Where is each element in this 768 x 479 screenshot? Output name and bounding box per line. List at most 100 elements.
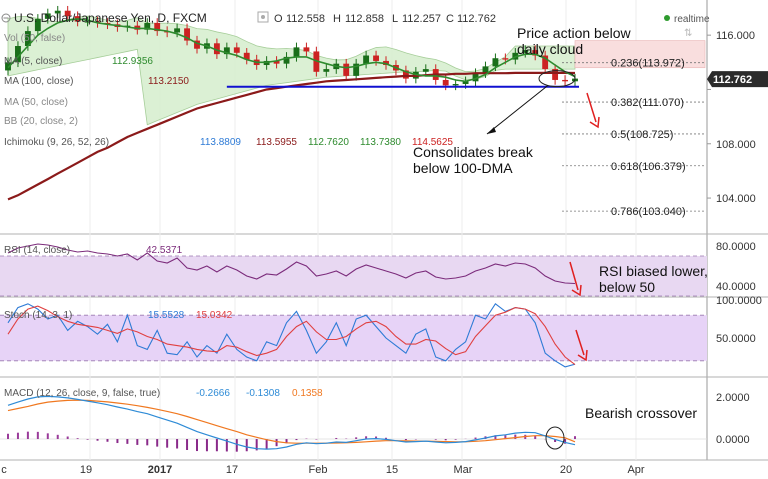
legend-rsi[interactable]: RSI (14, close)	[4, 245, 70, 256]
consolidation-circle	[538, 70, 576, 88]
rsi-panel	[0, 243, 707, 297]
note-macd: Bearish crossover	[585, 405, 697, 421]
candle-body-14	[144, 22, 151, 30]
price-badge	[707, 71, 768, 88]
symbol-title: U.S. Dollar/Japanese Yen, D, FXCM	[14, 11, 207, 25]
candle-body-46	[462, 81, 469, 85]
price-down-arrow-head	[589, 116, 600, 129]
ohlc-high-label: H	[333, 13, 341, 25]
note-dma: Consolidates break below 100-DMA	[413, 144, 534, 176]
candle-body-8	[84, 21, 91, 23]
candle-body-22	[223, 47, 230, 55]
candle-body-48	[482, 66, 489, 74]
time-tick-label-5: 15	[386, 464, 398, 476]
candle-body-56	[562, 79, 568, 82]
legend-ma100[interactable]: MA (100, close)	[4, 76, 73, 87]
axis-labels: 112.762 116.000 108.000 104.000 80.0000 40.00…	[1, 30, 768, 476]
stoch-panel	[0, 303, 707, 368]
candle-body-44	[442, 79, 449, 86]
stoch-down-arrow-head	[577, 349, 588, 362]
candle-body-21	[213, 43, 220, 55]
legend-macd[interactable]: MACD (12, 26, close, 9, false, true)	[4, 388, 160, 399]
legend-vol[interactable]: Vol (50, false)	[4, 33, 65, 44]
macd-signal-line	[7, 399, 576, 444]
stoch-down-arrow	[575, 329, 585, 356]
candle-body-1	[15, 46, 21, 63]
candle-body-28	[283, 56, 290, 64]
time-tick-label-4: Feb	[309, 464, 328, 476]
candle-body-45	[452, 84, 459, 86]
candle-body-0	[5, 62, 11, 71]
macd-panel	[0, 395, 707, 452]
ohlc-close-label: C	[446, 13, 454, 25]
legend-ma5[interactable]: MA (5, close)	[4, 56, 62, 67]
svg-text:⇅: ⇅	[684, 28, 692, 39]
candle-body-52	[522, 50, 529, 53]
price-down-arrow	[586, 92, 597, 123]
legend-ma50[interactable]: MA (50, close)	[4, 97, 68, 108]
legend-stoch-d: 15.0342	[196, 310, 233, 321]
legend-ma5-value: 112.9356	[112, 56, 153, 67]
candle-body-3	[34, 18, 41, 32]
rsi-line	[7, 243, 576, 285]
ichimoku-cloud	[7, 15, 706, 126]
time-tick-label-2: 2017	[148, 464, 172, 476]
candle-body-47	[472, 73, 479, 82]
ohlc-close: 112.762	[457, 13, 496, 25]
fibonacci-levels: 0.236(113.972) 0.382(111.070) 0.5(108.725)…	[562, 58, 705, 218]
price-tick-label-3: 104.000	[716, 193, 756, 205]
fib-label-3: 0.618(106.379)	[611, 161, 686, 173]
legend-macd-value-3: 0.1358	[292, 388, 323, 399]
time-tick-label-1: 19	[80, 464, 92, 476]
candle-body-17	[174, 28, 181, 33]
ohlc-high: 112.858	[345, 13, 384, 25]
candle-body-6	[64, 10, 71, 17]
settings-arrows-icon[interactable]: ⇅	[684, 28, 692, 39]
price-badge-label: 112.762	[713, 74, 752, 86]
rsi-band	[0, 256, 707, 296]
price-tick-label-2: 108.000	[716, 139, 756, 151]
candle-body-18	[184, 28, 190, 41]
ichimoku-value-5: 114.5625	[412, 137, 453, 148]
stoch-band	[0, 315, 707, 361]
time-tick-label-0: c	[1, 464, 7, 476]
rsi-tick-label-0: 80.0000	[716, 241, 756, 253]
legend-bb[interactable]: BB (20, close, 2)	[4, 116, 78, 127]
dma-pointer-line	[486, 84, 549, 135]
ohlc-low: 112.257	[402, 13, 441, 25]
crossover-circle	[545, 426, 565, 450]
legend-stoch-k: 15.5528	[148, 310, 185, 321]
collapse-icon[interactable]	[1, 13, 11, 23]
time-tick-label-8: Apr	[627, 464, 644, 476]
macd-tick-label-1: 0.0000	[716, 434, 750, 446]
future-cloud-area	[574, 40, 706, 69]
time-tick-label-7: 20	[560, 464, 572, 476]
eye-icon[interactable]	[257, 11, 269, 23]
candle-body-34	[343, 63, 350, 76]
stoch-tick-label-0: 100.0000	[716, 295, 762, 307]
legend-stoch[interactable]: Stoch (14, 3, 1)	[4, 310, 72, 321]
candle-body-27	[273, 60, 280, 64]
moving-average-lines	[7, 18, 579, 201]
candle-body-42	[422, 69, 429, 72]
annotations: Price action below daily cloud Consolidate…	[413, 25, 708, 450]
rsi-down-arrow-head	[571, 284, 582, 297]
fib-label-1: 0.382(111.070)	[611, 97, 684, 109]
ichimoku-value-1: 113.8809	[200, 137, 241, 148]
chart-header: U.S. Dollar/Japanese Yen, D, FXCM O 112.…	[1, 11, 710, 39]
legend-ichimoku[interactable]: Ichimoku (9, 26, 52, 26)	[4, 137, 109, 148]
ichimoku-cloud-area	[7, 15, 576, 126]
legend-macd-value-2: -0.1308	[246, 388, 280, 399]
candle-body-55	[552, 69, 559, 80]
candle-body-32	[323, 69, 330, 72]
ichimoku-value-2: 113.5955	[256, 137, 297, 148]
legend-macd-value-1: -0.2666	[196, 388, 230, 399]
time-tick-label-6: Mar	[454, 464, 473, 476]
stoch-d-line	[7, 305, 576, 366]
realtime-label: realtime	[674, 14, 710, 25]
candle-body-35	[353, 63, 360, 76]
ichimoku-value-4: 113.7380	[360, 137, 401, 148]
ohlc-open: 112.558	[286, 13, 325, 25]
